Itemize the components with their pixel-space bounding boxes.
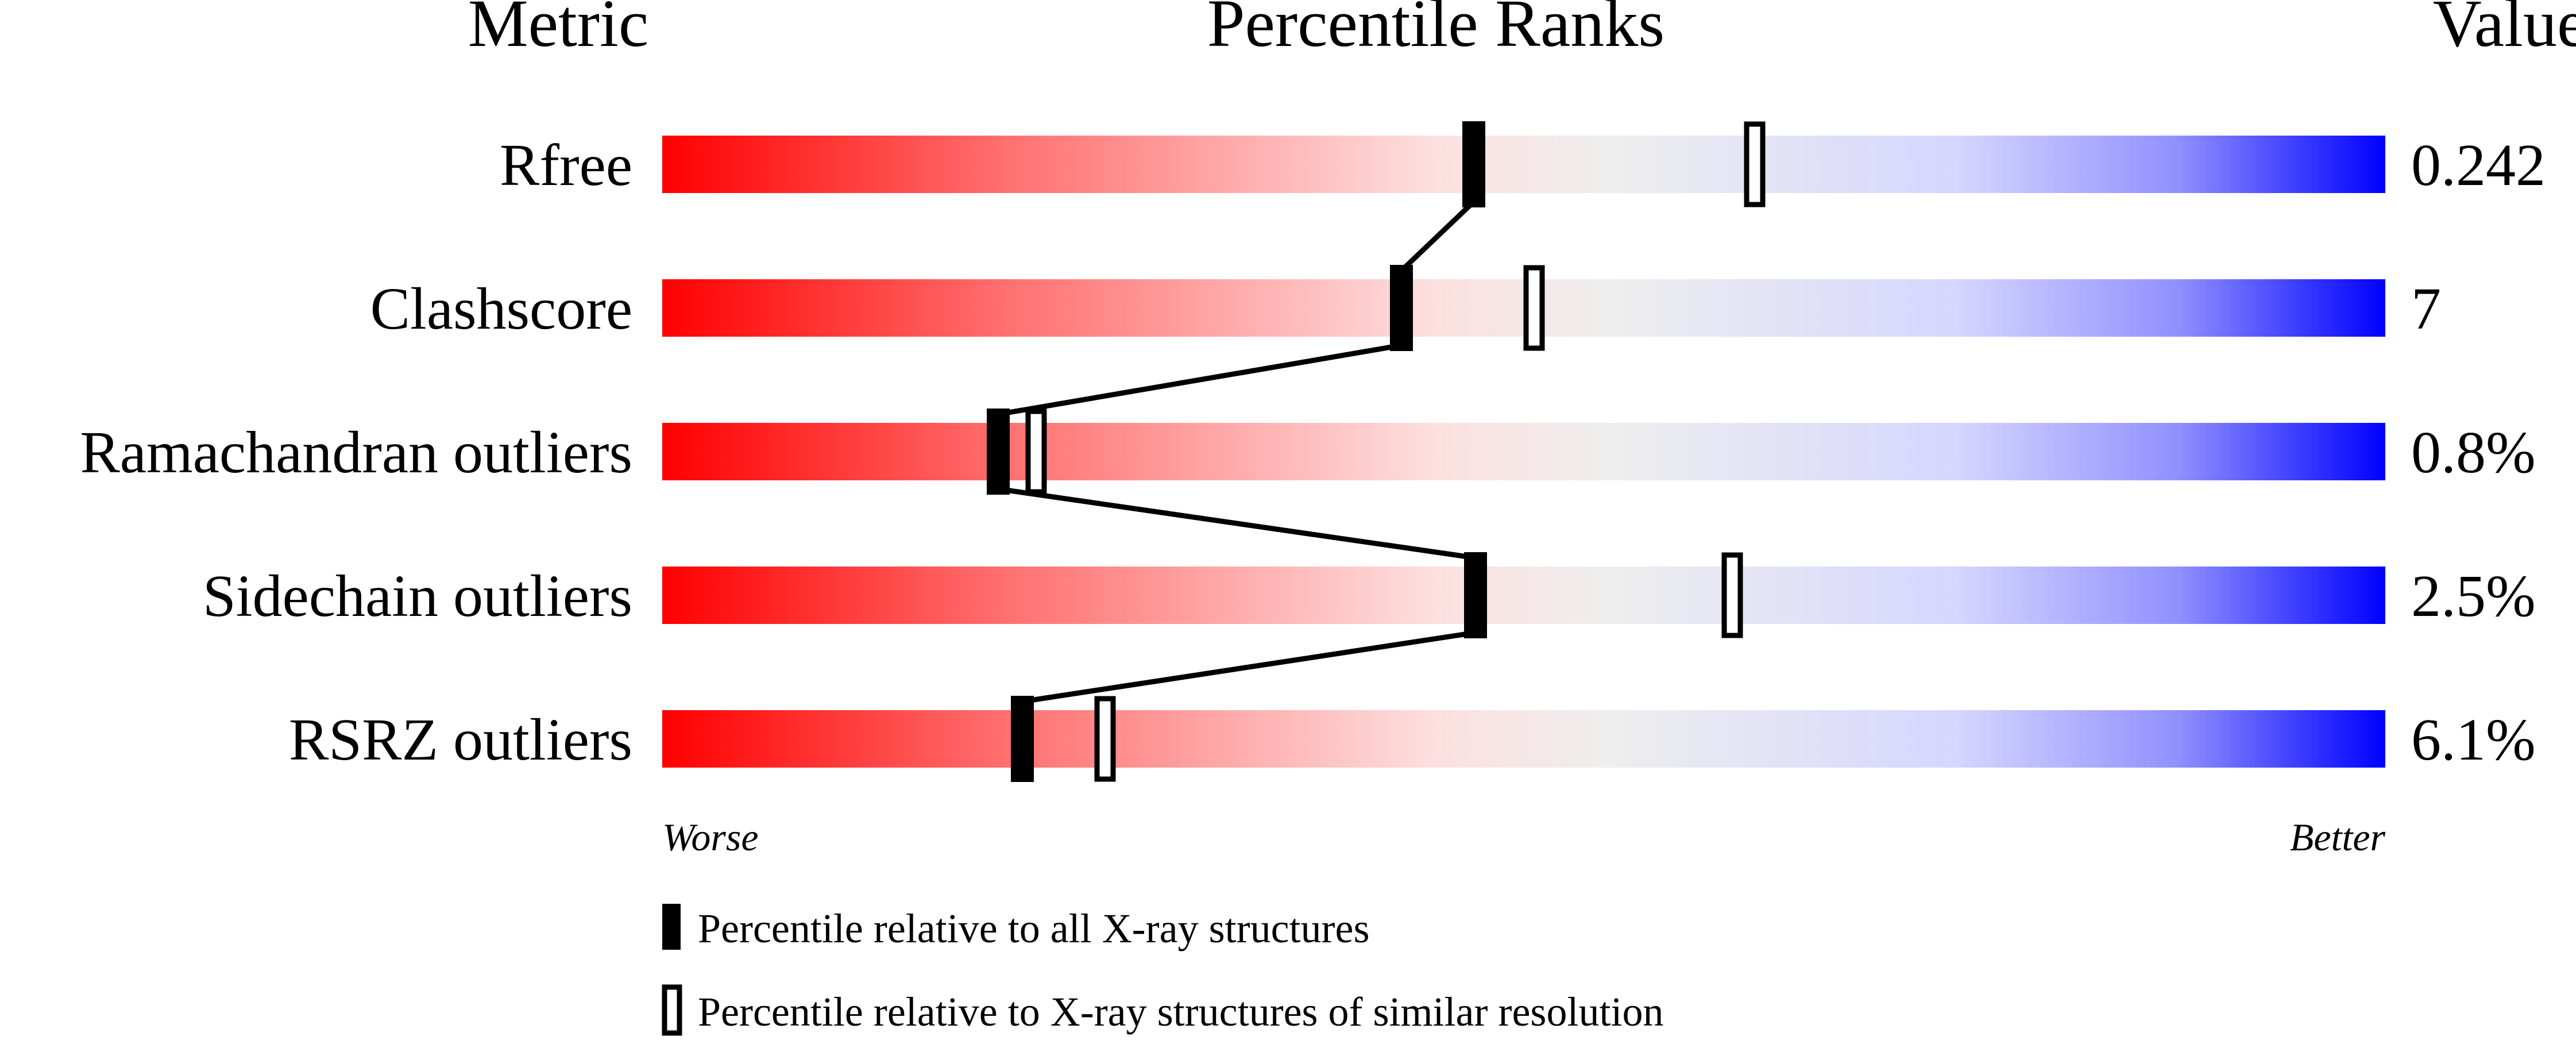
metric-value: 2.5% [2411,563,2536,629]
connector-line [998,486,1476,561]
metric-value: 6.1% [2411,707,2536,773]
header-value: Value [2433,0,2576,61]
marker-similar-resolution [1523,265,1545,351]
header-percentile-ranks: Percentile Ranks [1207,0,1664,61]
connector-line [1399,199,1476,273]
marker-all-structures [1011,696,1034,782]
marker-similar-resolution [1094,696,1116,782]
worse-label: Worse [662,815,759,859]
metric-label: RSRZ outliers [289,707,632,773]
marker-similar-resolution [1025,409,1047,495]
header-metric: Metric [468,0,649,61]
metric-value: 7 [2411,276,2441,342]
connector-line [998,342,1402,417]
metric-label: Ramachandran outliers [80,419,632,486]
marker-all-structures [1462,121,1485,207]
gradient-bar [662,567,2385,624]
marker-all-structures [1390,265,1413,351]
better-label: Better [2290,815,2386,859]
metric-value: 0.8% [2411,419,2536,486]
marker-all-structures [1464,552,1487,638]
metric-label: Rfree [500,132,632,198]
marker-all-structures [987,409,1010,495]
marker-similar-resolution [1744,121,1766,207]
gradient-bar [662,136,2385,193]
metric-value: 0.242 [2411,132,2546,198]
gradient-bar [662,423,2385,480]
legend-label-all: Percentile relative to all X-ray structu… [698,906,1370,951]
legend-filled-marker [662,904,681,950]
gradient-bar [662,710,2385,768]
connector-line [1022,630,1476,704]
metric-label: Sidechain outliers [203,563,632,629]
legend-label-similar: Percentile relative to X-ray structures … [698,989,1663,1035]
legend-open-marker [662,984,682,1036]
marker-similar-resolution [1721,552,1743,638]
metric-label: Clashscore [370,276,632,342]
